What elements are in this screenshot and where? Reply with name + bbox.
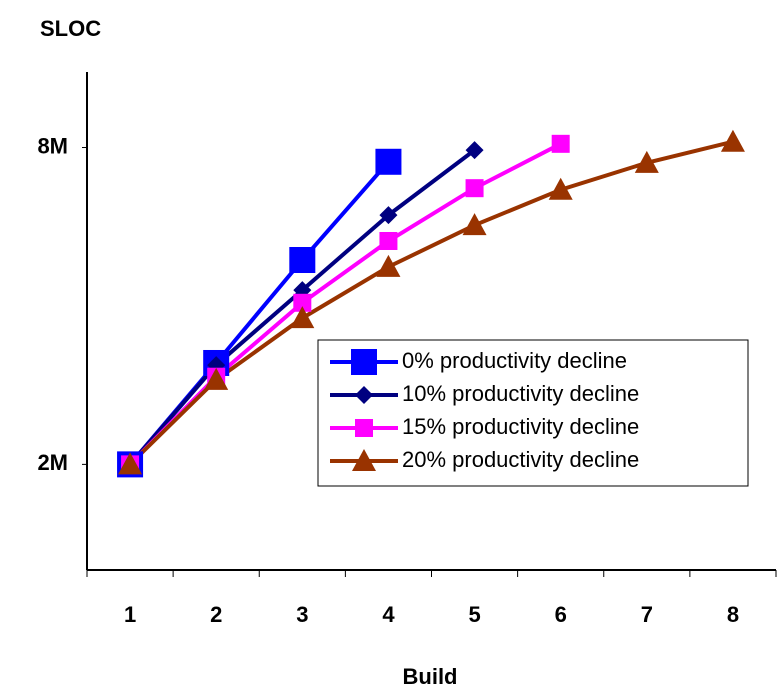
- x-tick-label: 8: [727, 602, 739, 627]
- data-point: [118, 452, 143, 475]
- data-point: [548, 177, 573, 200]
- data-point: [551, 134, 570, 153]
- legend-marker: [355, 386, 373, 404]
- x-tick-label: 4: [382, 602, 395, 627]
- x-tick-label: 7: [641, 602, 653, 627]
- chart-title: SLOC: [40, 16, 101, 41]
- legend-label: 0% productivity decline: [402, 348, 627, 373]
- data-point: [462, 213, 487, 236]
- series-line: [128, 139, 734, 466]
- data-point: [379, 206, 398, 225]
- x-tick-label: 6: [555, 602, 567, 627]
- legend-label: 20% productivity decline: [402, 447, 639, 472]
- legend-label: 10% productivity decline: [402, 381, 639, 406]
- data-point: [465, 141, 484, 160]
- data-point: [375, 148, 402, 175]
- legend-label: 15% productivity decline: [402, 414, 639, 439]
- data-point: [290, 306, 315, 329]
- y-tick-label: 8M: [37, 133, 68, 158]
- data-point: [379, 231, 398, 250]
- legend-box: [317, 339, 749, 487]
- x-tick-label: 5: [468, 602, 480, 627]
- data-point: [634, 150, 659, 173]
- legend-marker: [352, 449, 376, 471]
- y-tick-label: 2M: [37, 450, 68, 475]
- data-point: [376, 254, 401, 277]
- x-axis-label: Build: [403, 664, 458, 689]
- x-tick-label: 1: [124, 602, 136, 627]
- legend-marker: [355, 419, 373, 437]
- data-point: [720, 129, 745, 152]
- data-point: [465, 179, 484, 198]
- data-point: [204, 367, 229, 390]
- data-point: [289, 247, 316, 274]
- data-point: [293, 293, 312, 312]
- x-tick-label: 2: [210, 602, 222, 627]
- x-tick-label: 3: [296, 602, 308, 627]
- legend-marker: [351, 349, 377, 375]
